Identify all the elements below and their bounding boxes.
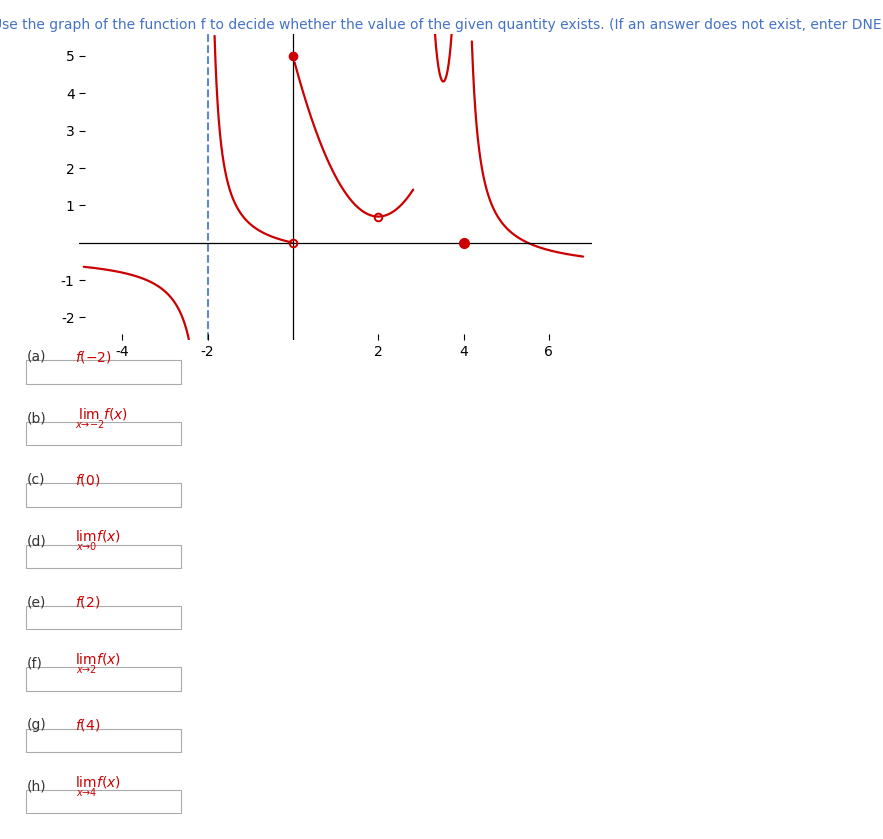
Text: (f): (f): [26, 657, 42, 670]
Text: (a): (a): [26, 350, 46, 364]
Text: $\lim_{x\to -2} f(x)$: $\lim_{x\to -2} f(x)$: [75, 406, 128, 430]
Text: $f(4)$: $f(4)$: [75, 717, 101, 733]
Text: $f(0)$: $f(0)$: [75, 472, 101, 487]
Text: (c): (c): [26, 472, 45, 487]
Text: Use the graph of the function f to decide whether the value of the given quantit: Use the graph of the function f to decid…: [0, 18, 883, 33]
Text: $\lim_{x\to 4} f(x)$: $\lim_{x\to 4} f(x)$: [75, 774, 121, 799]
Text: (h): (h): [26, 779, 46, 794]
Text: (e): (e): [26, 596, 46, 609]
Text: (b): (b): [26, 411, 46, 425]
Text: $\lim_{x\to 0} f(x)$: $\lim_{x\to 0} f(x)$: [75, 529, 121, 554]
Text: (g): (g): [26, 718, 46, 732]
Text: (d): (d): [26, 534, 46, 548]
Text: $f(-2)$: $f(-2)$: [75, 349, 112, 365]
Text: $\lim_{x\to 2} f(x)$: $\lim_{x\to 2} f(x)$: [75, 651, 121, 676]
Text: $f(2)$: $f(2)$: [75, 594, 101, 611]
